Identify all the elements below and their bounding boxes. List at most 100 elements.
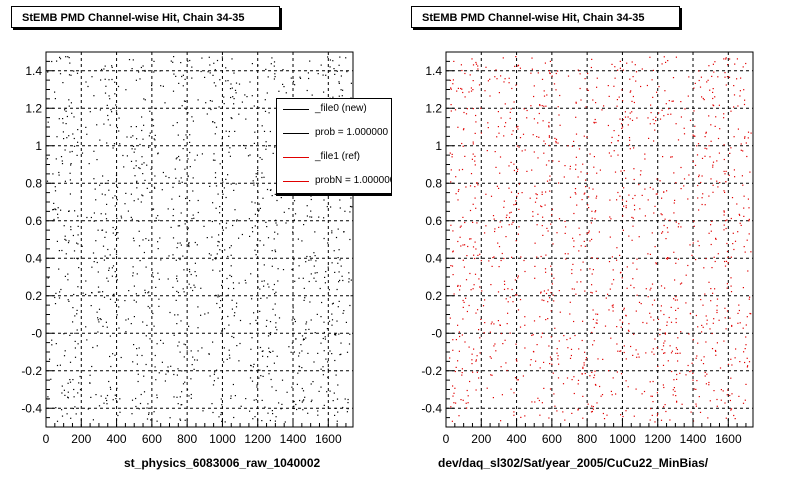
data-point	[557, 355, 559, 357]
data-point	[549, 179, 551, 181]
data-point	[729, 394, 731, 397]
data-point	[569, 168, 571, 170]
data-point	[549, 388, 552, 390]
data-point	[187, 112, 189, 114]
data-point	[608, 261, 611, 263]
data-point	[449, 79, 451, 81]
data-point	[668, 108, 670, 110]
data-point	[268, 112, 270, 114]
data-point	[696, 154, 699, 156]
data-point	[723, 113, 725, 115]
data-point	[657, 318, 660, 320]
data-point	[733, 85, 735, 87]
data-point	[744, 136, 746, 138]
data-point	[323, 199, 325, 201]
data-point	[238, 237, 240, 239]
data-point	[272, 308, 274, 310]
data-point	[582, 261, 584, 263]
data-point	[677, 307, 679, 309]
data-point	[622, 415, 624, 418]
data-point	[173, 396, 175, 398]
data-point	[255, 399, 257, 401]
data-point	[215, 185, 218, 187]
data-point	[300, 344, 302, 346]
data-point	[474, 155, 476, 157]
data-point	[342, 279, 344, 282]
data-point	[550, 265, 552, 267]
data-point	[495, 69, 497, 71]
left-plot-title: StEMB PMD Channel-wise Hit, Chain 34-35	[11, 6, 280, 28]
data-point	[621, 277, 623, 279]
data-point	[702, 304, 704, 306]
data-point	[179, 242, 181, 244]
data-point	[184, 419, 186, 421]
data-point	[622, 229, 624, 231]
data-point	[622, 215, 624, 217]
data-point	[697, 342, 699, 344]
data-point	[188, 283, 190, 285]
data-point	[138, 220, 140, 222]
data-point	[586, 172, 588, 175]
data-point	[169, 417, 171, 419]
x-tick-label: 1600	[315, 432, 342, 446]
data-point	[219, 212, 221, 214]
data-point	[85, 293, 87, 296]
data-point	[275, 219, 277, 221]
data-point	[188, 244, 190, 246]
data-point	[723, 340, 725, 342]
data-point	[77, 129, 79, 131]
data-point	[520, 416, 522, 418]
data-point	[515, 84, 517, 86]
data-point	[462, 91, 464, 94]
data-point	[541, 206, 543, 208]
data-point	[663, 313, 665, 316]
data-point	[228, 354, 231, 356]
data-point	[704, 204, 706, 206]
data-point	[466, 310, 468, 313]
data-point	[239, 319, 242, 322]
data-point	[731, 197, 734, 199]
data-point	[57, 207, 59, 209]
data-point	[474, 241, 476, 243]
data-point	[106, 326, 108, 328]
data-point	[180, 320, 182, 322]
data-point	[91, 266, 93, 268]
data-point	[642, 321, 644, 324]
data-point	[676, 373, 678, 376]
data-point	[236, 220, 238, 222]
data-point	[533, 95, 535, 98]
data-point	[549, 190, 551, 192]
data-point	[726, 76, 729, 78]
data-point	[46, 158, 49, 160]
data-point	[478, 84, 481, 86]
data-point	[691, 254, 693, 256]
data-point	[250, 369, 252, 371]
data-point	[264, 406, 266, 408]
data-point	[698, 70, 700, 72]
data-point	[334, 359, 336, 362]
data-point	[534, 201, 537, 203]
x-tick-label: 200	[71, 432, 91, 446]
data-point	[749, 296, 751, 298]
data-point	[635, 310, 637, 312]
data-point	[708, 145, 710, 147]
data-point	[181, 75, 183, 78]
data-point	[54, 296, 56, 299]
data-point	[189, 59, 191, 62]
data-point	[739, 95, 741, 97]
data-point	[266, 297, 268, 299]
data-point	[719, 128, 721, 130]
data-point	[164, 102, 166, 104]
data-point	[624, 111, 626, 113]
data-point	[345, 321, 347, 323]
data-point	[245, 398, 247, 400]
data-point	[637, 353, 639, 355]
data-point	[491, 321, 493, 323]
data-point	[209, 72, 211, 74]
data-point	[104, 236, 106, 238]
data-point	[564, 220, 566, 222]
data-point	[183, 356, 185, 358]
data-point	[516, 170, 518, 172]
data-point	[77, 141, 79, 143]
data-point	[183, 100, 186, 102]
